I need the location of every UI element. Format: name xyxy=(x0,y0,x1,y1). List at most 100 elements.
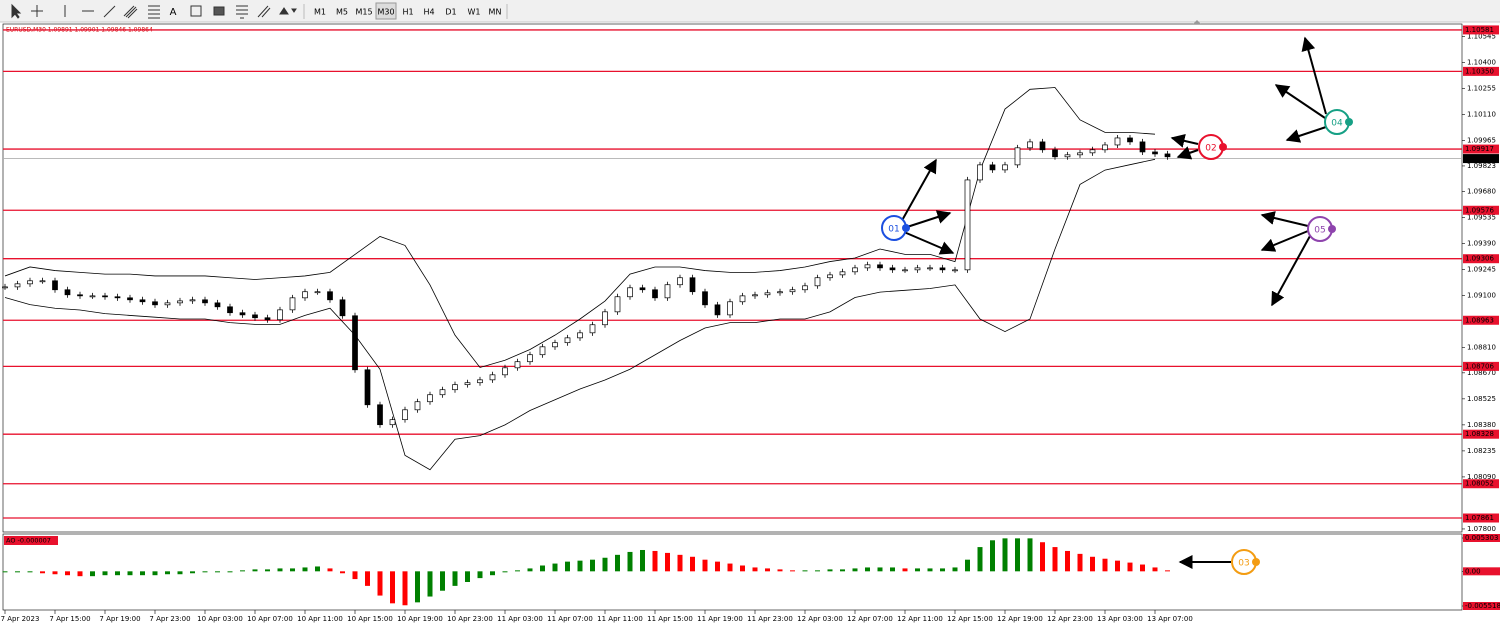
ao-bar xyxy=(15,571,20,573)
timeframe-button[interactable]: M30 xyxy=(377,8,394,17)
ao-bar xyxy=(477,571,483,579)
y-tick-label: 1.09390 xyxy=(1467,240,1496,248)
toolbar xyxy=(0,0,1500,22)
candle xyxy=(1014,147,1021,166)
y-tick-label: 1.10400 xyxy=(1467,58,1496,66)
timeframe-button[interactable]: H1 xyxy=(402,8,413,17)
osc-tick-label: -0.005518 xyxy=(1465,602,1500,610)
ao-bar xyxy=(127,571,133,576)
ao-bar xyxy=(627,551,633,572)
timeframe-button[interactable]: M1 xyxy=(314,8,326,17)
text-tool[interactable]: A xyxy=(170,7,177,18)
osc-tick-bg xyxy=(1463,567,1500,576)
candle xyxy=(377,404,383,426)
candle xyxy=(1027,141,1033,149)
candle xyxy=(89,295,96,298)
band-lower xyxy=(4,158,1156,471)
candle xyxy=(439,389,446,396)
y-tick-label: 1.08670 xyxy=(1467,369,1496,377)
candle xyxy=(252,314,258,319)
ao-bar xyxy=(1052,547,1058,572)
level-label: 1.09917 xyxy=(1465,145,1494,153)
timeframe-button[interactable]: H4 xyxy=(423,8,434,17)
ao-bar xyxy=(365,571,370,586)
ao-bar xyxy=(1165,570,1170,572)
candle xyxy=(489,374,496,381)
candle xyxy=(1102,144,1108,151)
ao-bar xyxy=(2,571,8,573)
y-tick-label: 1.08380 xyxy=(1467,421,1496,429)
rect-tool[interactable] xyxy=(213,6,225,16)
gann-tool[interactable] xyxy=(236,5,248,19)
y-tick-label: 1.09680 xyxy=(1467,188,1496,196)
arrow xyxy=(1260,211,1309,227)
arrow xyxy=(899,158,937,225)
y-tick-label: 1.09100 xyxy=(1467,292,1496,300)
label-tool[interactable] xyxy=(190,5,202,17)
annotation-label: 03 xyxy=(1238,559,1249,569)
timeframe-button[interactable]: M15 xyxy=(355,8,372,17)
ao-bar xyxy=(577,560,583,572)
ao-bar xyxy=(1152,567,1158,572)
candle xyxy=(977,164,983,181)
ao-bar xyxy=(827,569,833,572)
y-tick-label: 1.08810 xyxy=(1467,344,1496,352)
x-tick-label: 11 Apr 15:00 xyxy=(647,615,693,623)
timeframe-button[interactable]: MN xyxy=(489,8,502,17)
ao-bar xyxy=(802,570,808,572)
timeframe-selected xyxy=(375,2,397,20)
candle xyxy=(577,332,583,339)
x-tick-label: 10 Apr 15:00 xyxy=(347,615,393,623)
fibo-tool[interactable] xyxy=(148,5,160,19)
ao-bar xyxy=(965,559,970,572)
candle xyxy=(864,264,871,269)
ao-bar xyxy=(390,571,395,604)
candle xyxy=(277,309,283,321)
candle xyxy=(202,299,208,304)
candle xyxy=(214,302,221,308)
level-label: 1.08706 xyxy=(1465,362,1494,370)
x-tick-label: 7 Apr 23:00 xyxy=(149,615,190,623)
arrow xyxy=(1170,134,1199,148)
band-upper xyxy=(4,87,1156,368)
ao-bar xyxy=(315,566,320,572)
candle xyxy=(314,291,321,294)
y-tick-label: 1.09245 xyxy=(1467,266,1496,274)
ao-bar xyxy=(765,568,770,572)
ao-bar xyxy=(865,567,870,572)
x-tick-label: 11 Apr 19:00 xyxy=(697,615,743,623)
x-tick-label: 11 Apr 23:00 xyxy=(747,615,793,623)
cursor-tool[interactable] xyxy=(11,3,22,19)
timeframe-button[interactable]: M5 xyxy=(336,8,348,17)
annotation-dot xyxy=(1219,143,1227,151)
ao-bar xyxy=(340,571,345,574)
y-tick-label: 1.08525 xyxy=(1467,395,1496,403)
channel-tool[interactable] xyxy=(123,5,138,19)
ao-bar xyxy=(177,571,183,575)
timeframe-button[interactable]: W1 xyxy=(468,8,481,17)
ao-bar xyxy=(277,568,283,572)
ao-bar xyxy=(715,561,720,572)
x-tick-label: 12 Apr 15:00 xyxy=(947,615,993,623)
ao-bar xyxy=(490,571,495,576)
x-tick-label: 12 Apr 11:00 xyxy=(897,615,943,623)
trendline-tool[interactable] xyxy=(103,5,116,18)
level-label-bg xyxy=(1463,25,1499,35)
candle xyxy=(652,289,658,299)
ao-bar xyxy=(1040,542,1045,572)
candle xyxy=(789,289,796,293)
level-label: 1.10581 xyxy=(1465,26,1494,34)
annotation-dot xyxy=(902,224,910,232)
candle xyxy=(589,324,596,334)
crosshair-tool[interactable] xyxy=(31,5,43,17)
ao-bar xyxy=(352,571,358,580)
arrow xyxy=(1301,36,1327,115)
ao-bar xyxy=(52,571,58,575)
ao-bar xyxy=(415,571,420,603)
candle xyxy=(77,294,83,297)
pitchfork-tool[interactable] xyxy=(257,5,271,18)
timeframe-button[interactable]: D1 xyxy=(445,8,456,17)
ao-bar xyxy=(652,550,658,572)
ao-bar xyxy=(440,571,445,591)
arrows-tool[interactable] xyxy=(279,7,297,15)
